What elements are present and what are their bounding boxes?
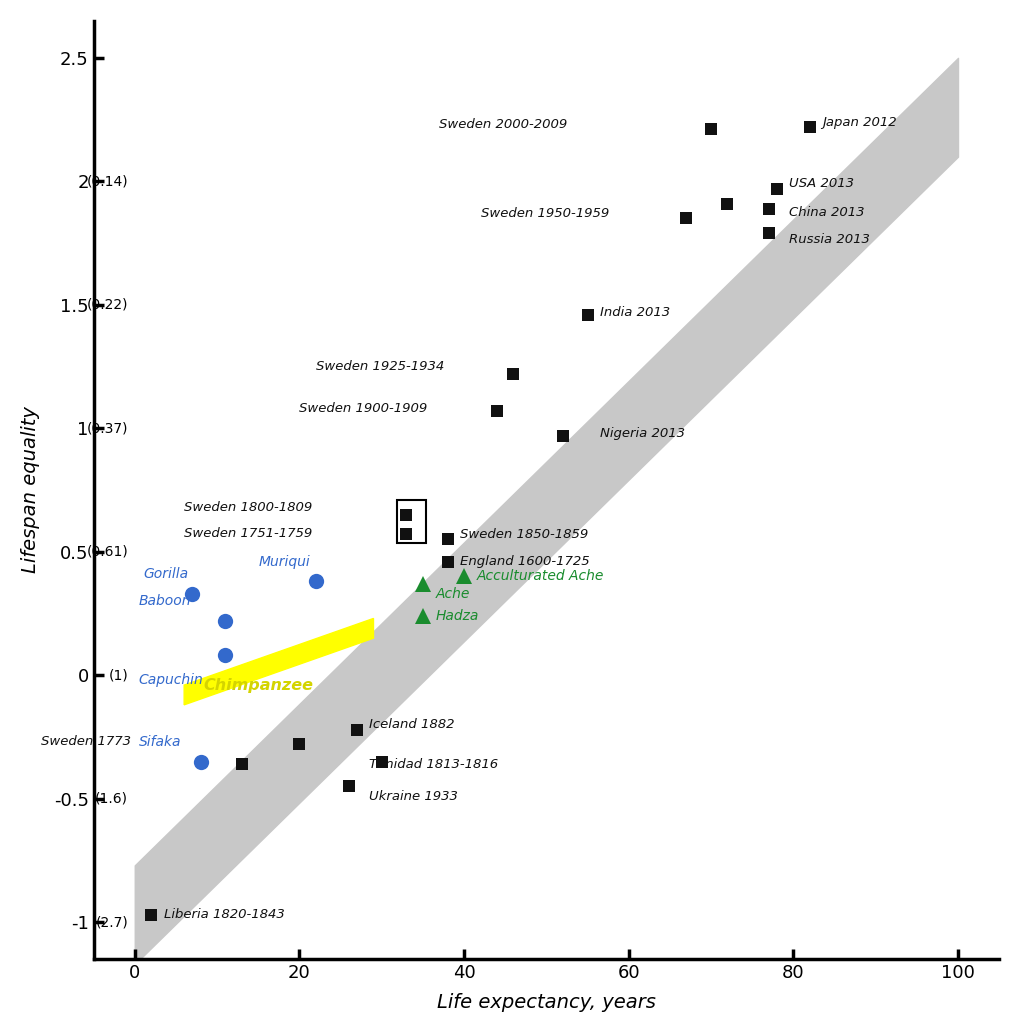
Text: Iceland 1882: Iceland 1882 [369,718,454,731]
Text: Nigeria 2013: Nigeria 2013 [599,427,684,440]
Text: Hadza: Hadza [435,608,478,623]
Text: Muriqui: Muriqui [258,555,310,568]
Text: (0.22): (0.22) [87,298,128,312]
Polygon shape [184,619,373,705]
Text: Sweden 1850-1859: Sweden 1850-1859 [460,528,588,541]
X-axis label: Life expectancy, years: Life expectancy, years [436,993,655,1012]
Text: Trinidad 1813-1816: Trinidad 1813-1816 [369,757,498,771]
Text: England 1600-1725: England 1600-1725 [460,555,589,568]
Y-axis label: Lifespan equality: Lifespan equality [20,407,40,573]
Text: Sweden 2000-2009: Sweden 2000-2009 [439,118,567,131]
Text: (0.14): (0.14) [87,175,128,188]
Text: Ache: Ache [435,587,469,601]
Text: Liberia 1820-1843: Liberia 1820-1843 [163,908,284,921]
Text: (1.6): (1.6) [95,791,128,806]
Text: Chimpanzee: Chimpanzee [203,678,313,692]
Text: (2.7): (2.7) [96,915,128,929]
Text: Capuchin: Capuchin [139,674,204,687]
Text: Baboon: Baboon [139,594,192,608]
Text: (0.37): (0.37) [87,421,128,435]
Text: Sweden 1773: Sweden 1773 [41,735,130,748]
Text: Sweden 1925-1934: Sweden 1925-1934 [316,361,443,373]
Text: (1): (1) [108,668,128,682]
Text: (0.61): (0.61) [87,544,128,559]
Text: Sifaka: Sifaka [139,734,181,749]
Text: Acculturated Ache: Acculturated Ache [476,569,603,584]
Text: Sweden 1900-1909: Sweden 1900-1909 [300,402,427,415]
Text: Sweden 1950-1959: Sweden 1950-1959 [480,207,608,220]
Text: India 2013: India 2013 [599,306,669,319]
Text: Sweden 1751-1759: Sweden 1751-1759 [184,527,312,539]
Text: Ukraine 1933: Ukraine 1933 [369,789,458,803]
Text: Sweden 1800-1809: Sweden 1800-1809 [184,501,312,513]
Text: China 2013: China 2013 [789,206,864,219]
Text: USA 2013: USA 2013 [789,178,853,190]
Text: Gorilla: Gorilla [143,567,187,581]
Text: Japan 2012: Japan 2012 [821,116,896,128]
Text: Russia 2013: Russia 2013 [789,232,869,246]
